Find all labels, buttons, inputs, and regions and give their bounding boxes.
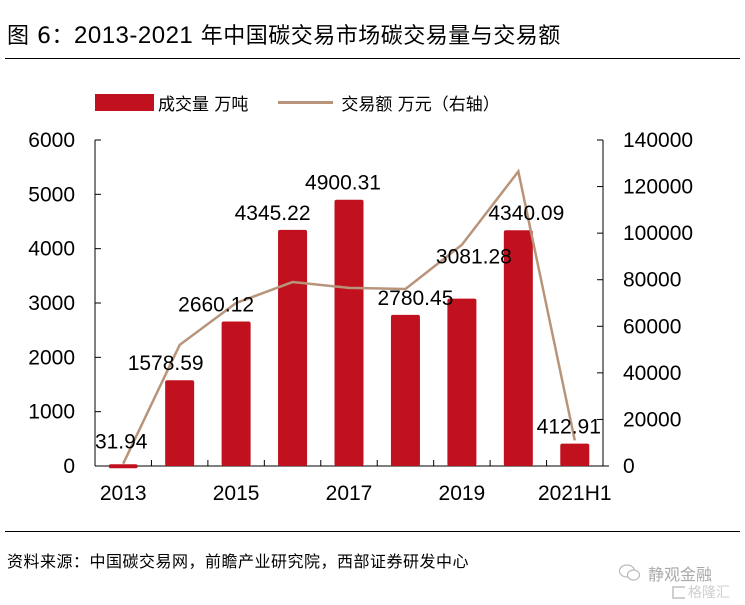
watermark-jingguan: 静观金融	[618, 561, 712, 585]
title-text: 年中国碳交易市场碳交易量与交易额	[193, 24, 561, 49]
right-tick-label: 60000	[623, 315, 681, 338]
gelonghui-logo-icon	[672, 585, 685, 599]
legend-line-swatch	[278, 101, 334, 104]
bar-2018	[390, 314, 420, 466]
title-year: 2013-2021	[74, 22, 194, 49]
bottom-divider	[5, 531, 740, 532]
bar-2016	[278, 229, 308, 466]
right-tick-label: 40000	[623, 362, 681, 385]
x-tick-label: 2017	[326, 482, 373, 505]
bar-2015	[221, 321, 251, 466]
bar-label-2015: 2660.12	[178, 293, 254, 316]
bar-label-2019: 3081.28	[436, 246, 512, 269]
left-tick-label: 3000	[28, 292, 75, 315]
legend-line-label: 交易额 万元（右轴）	[341, 95, 500, 115]
bar-label-2014: 1578.59	[128, 352, 204, 375]
data-labels: 31.94 1578.59 2660.12 4345.22 4900.31 2780.45…	[95, 172, 601, 454]
bar-label-2016: 4345.22	[235, 202, 311, 225]
tick-labels: 0100020003000400050006000020000400006000…	[28, 129, 693, 505]
right-tick-label: 80000	[623, 269, 681, 292]
bar-2014	[165, 380, 195, 466]
watermark-text-1: 静观金融	[648, 565, 713, 584]
legend: 成交量 万吨 交易额 万元（右轴）	[95, 90, 500, 115]
left-tick-label: 6000	[28, 129, 75, 152]
left-tick-label: 2000	[28, 346, 75, 369]
right-tick-label: 100000	[623, 222, 693, 245]
bar-2021H1	[560, 443, 590, 466]
bar-label-2017: 4900.31	[305, 172, 381, 195]
right-tick-label: 20000	[623, 408, 681, 431]
bar-label-2013: 31.94	[95, 430, 148, 453]
right-tick-label: 0	[623, 455, 635, 478]
bar-label-2020: 4340.09	[488, 202, 564, 225]
chart-title: 图 6：2013-2021 年中国碳交易市场碳交易量与交易额	[7, 18, 561, 50]
left-tick-label: 5000	[28, 183, 75, 206]
bar-2019	[447, 298, 477, 466]
left-tick-label: 4000	[28, 238, 75, 261]
bar-2017	[334, 199, 364, 466]
x-tick-label: 2019	[439, 482, 486, 505]
bars	[108, 199, 590, 469]
left-tick-label: 0	[63, 455, 75, 478]
bar-label-2021H1: 412.91	[537, 416, 601, 439]
amount-line	[122, 168, 577, 465]
figure-label: 图 6：	[7, 24, 74, 49]
wechat-icon	[618, 564, 641, 581]
x-tick-label: 2015	[213, 482, 260, 505]
legend-bar-label: 成交量 万吨	[158, 95, 249, 115]
left-tick-label: 1000	[28, 401, 75, 424]
source-note: 资料来源：中国碳交易网，前瞻产业研究院，西部证券研发中心	[7, 552, 470, 571]
top-divider	[5, 58, 740, 59]
right-tick-label: 140000	[623, 129, 693, 152]
x-tick-label: 2021H1	[538, 482, 612, 505]
bar-2013	[108, 464, 138, 469]
watermark-gelonghui: 格隆汇	[672, 582, 730, 602]
right-tick-label: 120000	[623, 176, 693, 199]
legend-bar-swatch	[95, 94, 154, 111]
chart-plot: 31.94 1578.59 2660.12 4345.22 4900.31 2780.45…	[28, 129, 693, 505]
bar-label-2018: 2780.45	[377, 287, 453, 310]
x-tick-label: 2013	[100, 482, 147, 505]
bar-2020	[503, 230, 533, 466]
watermark-text-2: 格隆汇	[688, 585, 730, 601]
